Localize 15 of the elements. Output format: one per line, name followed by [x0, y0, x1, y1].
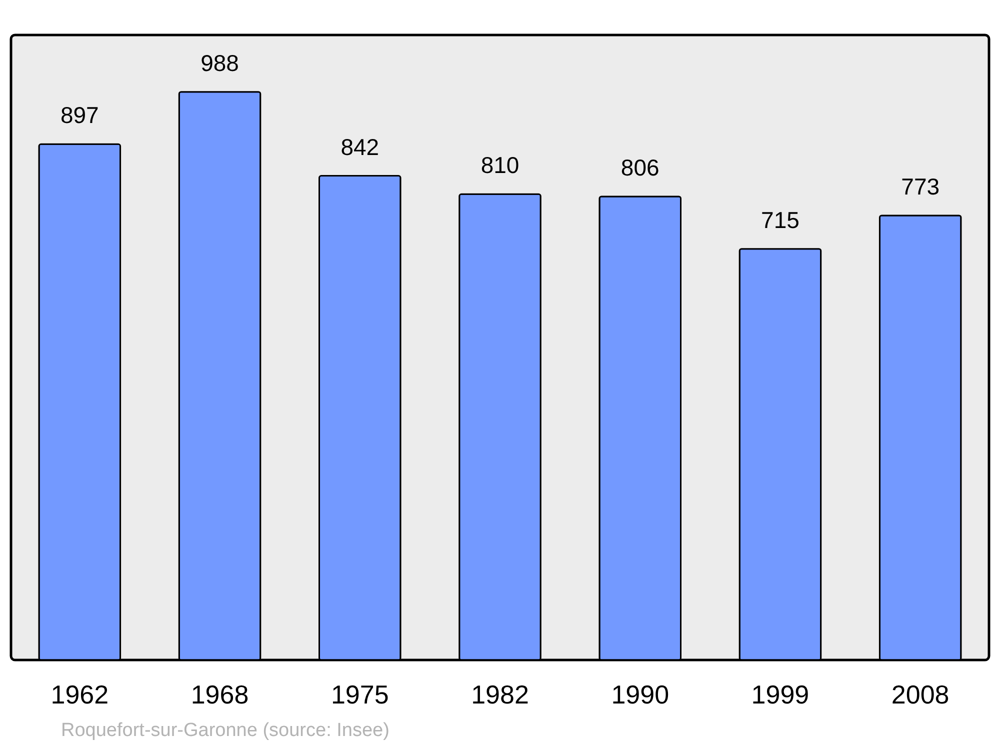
x-tick-label: 1990	[611, 680, 670, 710]
x-tick-label: 1999	[751, 680, 810, 710]
x-tick-label: 1982	[471, 680, 529, 710]
data-label: 810	[480, 152, 520, 178]
text: Roquefort-sur-Garonne (source: Insee)	[61, 720, 390, 741]
data-label: 897	[60, 102, 99, 128]
data-label: 988	[200, 50, 239, 76]
x-tick-label: 1968	[190, 680, 249, 710]
data-label: 842	[340, 134, 380, 160]
x-tick-label: 2008	[891, 680, 950, 710]
x-tick-label: 1975	[330, 680, 389, 710]
data-label: 806	[620, 154, 660, 180]
x-tick-label: 1962	[50, 680, 109, 710]
data-label: 715	[761, 206, 800, 233]
data-label: 773	[901, 173, 940, 200]
